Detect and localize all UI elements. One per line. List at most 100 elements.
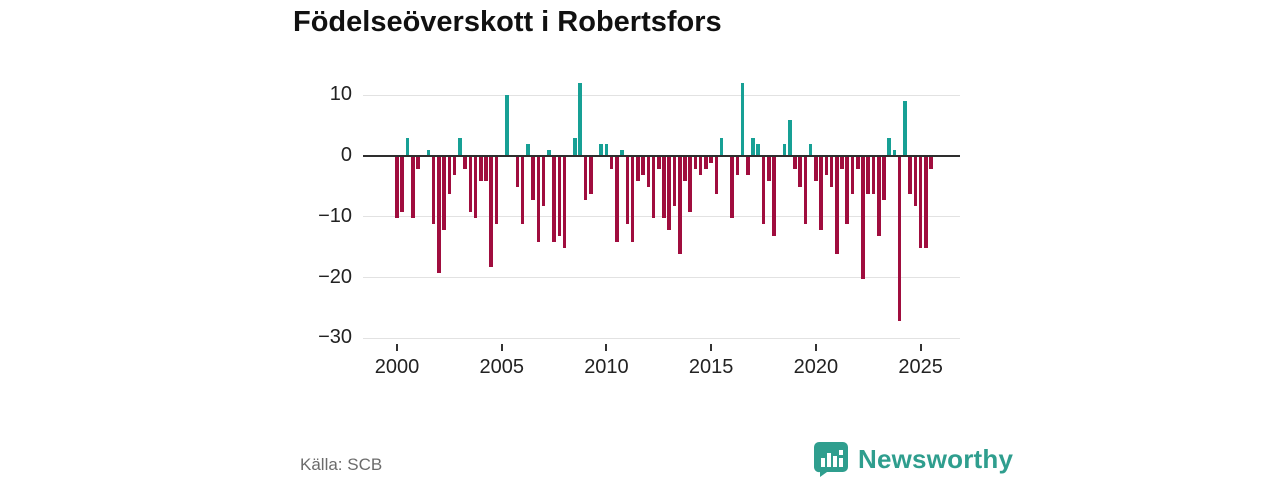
bar-2023Q1 — [876, 157, 881, 237]
bar-2005Q4 — [515, 157, 520, 188]
bar-2010Q1 — [604, 143, 609, 156]
bar-2006Q4 — [536, 157, 541, 243]
bar-2006Q1 — [520, 157, 525, 224]
bar-2004Q3 — [489, 157, 494, 267]
x-axis-tick-2005 — [500, 344, 503, 351]
bar-2004Q2 — [484, 157, 488, 182]
bar-2022Q2 — [861, 157, 865, 279]
bar-2021Q2 — [840, 157, 844, 170]
bar-2024Q4 — [913, 157, 918, 206]
bar-2025Q2 — [924, 157, 928, 249]
bar-2022Q1 — [855, 157, 860, 170]
bar-2023Q3 — [887, 137, 891, 156]
bar-2022Q4 — [871, 157, 876, 194]
bar-2022Q3 — [866, 157, 871, 194]
bar-2009Q4 — [599, 143, 604, 156]
bar-2007Q1 — [541, 157, 546, 206]
bar-2012Q4 — [662, 157, 666, 218]
bar-2016Q1 — [730, 157, 734, 218]
bar-2019Q4 — [808, 143, 813, 156]
x-axis-label: 2015 — [688, 356, 734, 378]
bar-2024Q3 — [908, 157, 912, 194]
bar-2013Q4 — [683, 157, 687, 182]
bar-2014Q3 — [698, 157, 703, 176]
bar-2019Q2 — [798, 157, 802, 188]
bar-2019Q3 — [803, 157, 808, 224]
bar-2003Q4 — [473, 157, 478, 218]
bar-2021Q4 — [850, 157, 855, 194]
bar-2021Q1 — [835, 157, 839, 255]
x-axis-label: 2025 — [898, 356, 943, 378]
bar-2007Q2 — [547, 149, 551, 156]
bar-2009Q1 — [583, 157, 588, 200]
bar-2014Q2 — [693, 157, 698, 170]
bar-2011Q2 — [630, 157, 635, 243]
bar-2011Q3 — [636, 157, 640, 182]
bar-2013Q1 — [667, 157, 672, 230]
zero-axis-line — [363, 155, 960, 157]
plot-area: 10 0 −10 −20 −30 2000 2005 2010 2015 2020 2025 — [318, 83, 960, 378]
y-axis-label: −10 — [318, 204, 352, 227]
bar-2002Q3 — [447, 157, 452, 194]
bar-2021Q3 — [845, 157, 850, 224]
bar-2011Q4 — [641, 157, 645, 176]
bar-2012Q3 — [656, 157, 661, 170]
y-axis-label: −20 — [318, 265, 352, 288]
bar-2014Q1 — [688, 157, 693, 212]
bar-2004Q1 — [478, 157, 483, 182]
gridline-−10 — [363, 216, 960, 218]
bar-2023Q2 — [882, 157, 886, 200]
x-axis-tick-2000 — [396, 344, 398, 351]
bar-2025Q1 — [918, 157, 923, 249]
bar-2012Q1 — [646, 157, 651, 188]
x-axis-label: 2005 — [479, 356, 524, 378]
bar-2009Q2 — [588, 157, 593, 194]
bar-2024Q1 — [897, 157, 902, 322]
bar-2017Q1 — [751, 137, 755, 156]
logo-text: Newsworthy — [858, 443, 1014, 474]
bar-2015Q2 — [714, 157, 719, 194]
bar-2001Q3 — [426, 149, 431, 156]
bar-2002Q2 — [442, 157, 446, 230]
bar-2001Q1 — [416, 157, 420, 170]
bar-2017Q4 — [766, 157, 771, 182]
bar-2015Q1 — [709, 157, 713, 164]
bar-2025Q3 — [929, 157, 933, 170]
bar-2011Q1 — [625, 157, 630, 224]
bar-2000Q3 — [405, 137, 410, 156]
bar-2000Q4 — [410, 157, 415, 218]
bar-2008Q4 — [578, 83, 583, 156]
y-axis-label: 0 — [340, 144, 352, 166]
bar-2012Q2 — [651, 157, 656, 218]
x-axis-label: 2020 — [793, 356, 839, 378]
x-axis-label: 2000 — [374, 356, 420, 378]
bar-2015Q3 — [719, 137, 724, 156]
bar-2002Q1 — [437, 157, 441, 273]
newsworthy-logo: Newsworthy — [813, 441, 1013, 477]
bar-2007Q4 — [557, 157, 562, 237]
y-axis-label: −30 — [318, 326, 352, 349]
x-axis-tick-2010 — [605, 344, 608, 351]
source-label: Källa: SCB — [300, 455, 383, 474]
bar-chart-speech-bubble-icon — [813, 442, 848, 477]
bar-2004Q4 — [494, 157, 499, 224]
bar-2016Q4 — [746, 157, 750, 176]
bar-2024Q2 — [903, 101, 907, 156]
bar-2020Q2 — [819, 157, 823, 230]
bar-2002Q4 — [452, 157, 457, 176]
bar-2006Q3 — [531, 157, 535, 200]
x-axis-tick-2020 — [814, 344, 817, 351]
bar-2003Q2 — [463, 157, 467, 170]
bar-2020Q1 — [814, 157, 818, 182]
bar-2000Q1 — [395, 157, 399, 218]
bar-2018Q4 — [787, 119, 792, 156]
bar-2016Q2 — [735, 157, 740, 176]
bar-2008Q3 — [573, 137, 577, 156]
bar-2020Q3 — [824, 157, 829, 176]
bar-2014Q4 — [704, 157, 708, 170]
y-axis-label: 10 — [329, 83, 352, 106]
bar-2003Q3 — [468, 157, 473, 212]
bar-2001Q4 — [431, 157, 436, 224]
x-axis-tick-2025 — [919, 344, 922, 351]
